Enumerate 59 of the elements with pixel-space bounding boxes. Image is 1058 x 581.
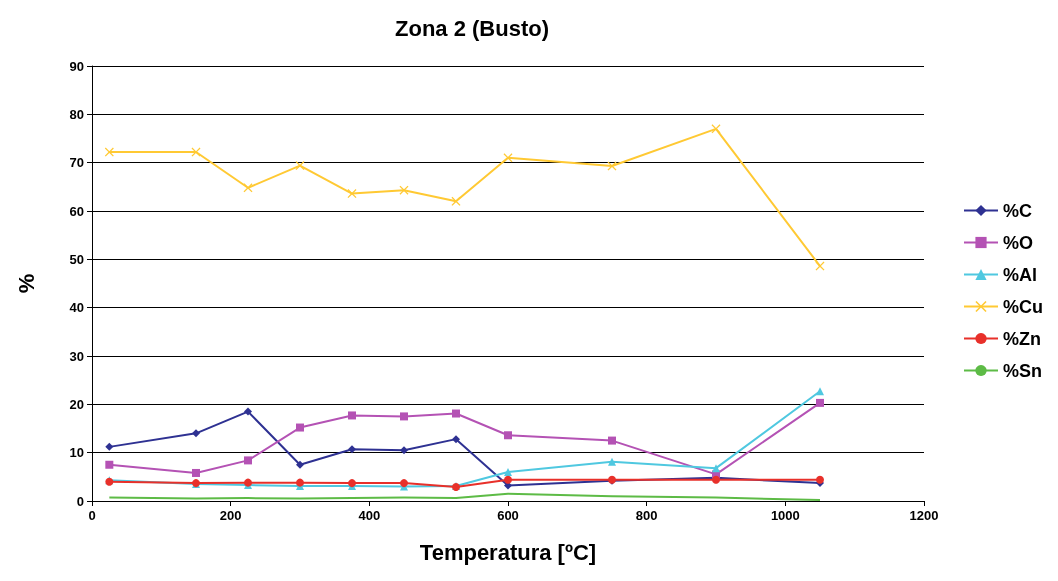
x-tick-label: 200 <box>219 508 242 523</box>
point <box>504 475 512 484</box>
point <box>452 409 460 418</box>
y-tick-label: 80 <box>69 106 84 122</box>
point <box>296 460 304 469</box>
point <box>192 429 200 438</box>
legend-label: %Sn <box>1003 360 1043 381</box>
y-tick-label: 90 <box>69 58 84 74</box>
legend-label: %C <box>1003 200 1033 221</box>
point <box>504 468 512 476</box>
point <box>399 185 409 195</box>
y-tick-label: 50 <box>69 251 84 267</box>
y-axis-title: % <box>13 273 39 294</box>
point <box>400 446 408 455</box>
point <box>608 436 616 445</box>
x-axis-title: Temperatura [ºC] <box>419 539 597 565</box>
legend-label: %O <box>1003 232 1034 253</box>
point <box>711 124 721 134</box>
chart-title: Zona 2 (Busto) <box>395 15 549 41</box>
point <box>244 407 252 416</box>
point <box>400 412 408 421</box>
point <box>348 445 356 454</box>
x-tick-label: 400 <box>358 508 381 523</box>
point <box>104 147 114 157</box>
point <box>244 456 252 465</box>
point <box>503 153 513 163</box>
x-tick-label: 1000 <box>770 508 800 523</box>
y-tick-label: 30 <box>69 348 84 364</box>
y-tick-label: 0 <box>76 493 84 509</box>
point <box>348 411 356 420</box>
point <box>192 468 200 477</box>
y-tick-label: 60 <box>69 203 84 219</box>
point <box>451 196 461 206</box>
x-tick-label: 0 <box>88 508 96 523</box>
point <box>816 398 824 407</box>
point <box>816 387 824 396</box>
x-tick-label: 600 <box>497 508 519 523</box>
legend-label: %Cu <box>1003 296 1043 317</box>
y-tick-label: 70 <box>69 155 84 171</box>
point <box>347 189 357 199</box>
point <box>452 435 460 444</box>
y-tick-label: 10 <box>69 445 84 461</box>
legend-label: %Al <box>1003 264 1038 285</box>
y-tick-label: 40 <box>69 300 84 316</box>
point <box>295 161 305 171</box>
point <box>296 478 304 487</box>
legend-label: %Zn <box>1003 328 1041 349</box>
point <box>608 457 616 466</box>
point <box>105 442 114 451</box>
y-tick-label: 20 <box>69 396 84 412</box>
x-tick-label: 1200 <box>909 508 939 523</box>
point <box>816 475 824 484</box>
point <box>712 464 720 473</box>
point <box>243 183 253 193</box>
point <box>105 460 114 469</box>
line-series <box>108 492 821 502</box>
point <box>504 431 512 440</box>
point <box>296 423 304 432</box>
x-tick-label: 800 <box>635 508 658 523</box>
